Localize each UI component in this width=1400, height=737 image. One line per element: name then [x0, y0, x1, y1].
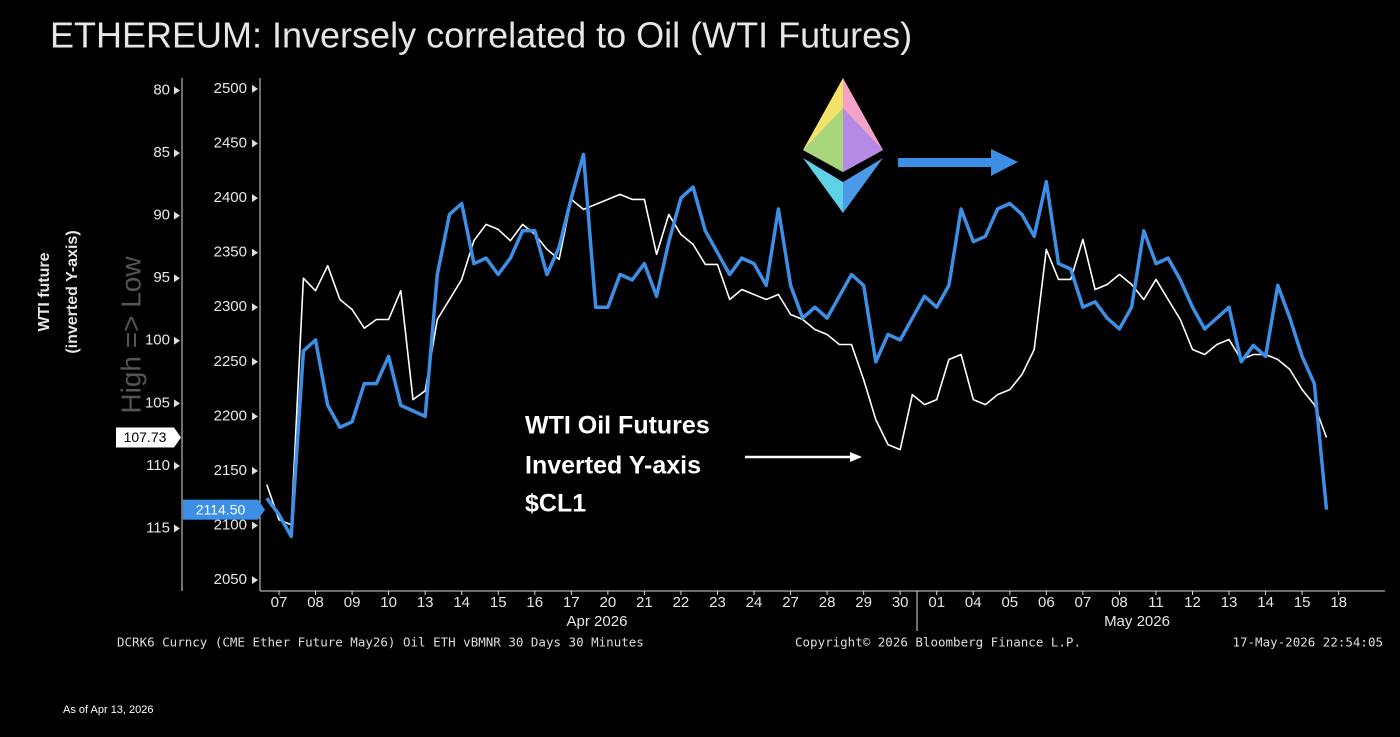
y2-tick-mark [174, 274, 180, 283]
y2-tick-mark [174, 461, 180, 470]
ethereum-logo [803, 78, 883, 213]
x-tick-label: 05 [1001, 594, 1018, 611]
blue-arrow [898, 149, 1018, 176]
y-tick-label: 2450 [214, 134, 247, 151]
last-value-label: 2114.50 [196, 501, 246, 517]
x-tick-label: 11 [1148, 594, 1164, 611]
y-tick-label: 2300 [214, 298, 247, 315]
y2-axis-title: (inverted Y-axis) [64, 230, 81, 353]
y-tick-mark [252, 521, 258, 530]
y2-axis-subtitle: High => Low [115, 256, 146, 414]
last-value-tag [116, 427, 174, 448]
y-tick-mark [252, 303, 258, 312]
footer-timestamp: 17-May-2026 22:54:05 [1232, 635, 1383, 650]
as-of-date: As of Apr 13, 2026 [63, 704, 154, 716]
annotation: WTI Oil Futures [525, 412, 710, 440]
series-line [265, 152, 1329, 539]
x-tick-label: 09 [344, 594, 361, 611]
x-tick-label: 15 [490, 594, 507, 611]
y2-tick-label: 95 [153, 269, 170, 286]
x-tick-label: 23 [709, 594, 726, 611]
x-tick-label: 18 [1330, 594, 1347, 611]
x-tick-label: 13 [417, 594, 434, 611]
y2-tick-label: 85 [153, 144, 170, 161]
x-tick-label: 17 [563, 594, 580, 611]
x-tick-label: 22 [673, 594, 690, 611]
annotation: $CL1 [525, 490, 586, 518]
x-tick-label: 30 [892, 594, 909, 611]
series-line [266, 193, 1328, 526]
y2-tick-label: 110 [146, 457, 170, 474]
x-tick-label: 01 [928, 594, 945, 611]
footer-copyright: Copyright© 2026 Bloomberg Finance L.P. [795, 635, 1081, 650]
annotation: Inverted Y-axis [525, 452, 701, 480]
y2-tick-mark [174, 524, 180, 533]
x-tick-label: 06 [1038, 594, 1055, 611]
y-tick-mark [252, 412, 258, 421]
y-tick-label: 2400 [214, 189, 247, 206]
y-tick-label: 2250 [214, 353, 247, 370]
y-tick-mark [252, 576, 258, 585]
y-tick-label: 2200 [214, 407, 247, 424]
x-tick-label: 14 [453, 594, 470, 611]
y-tick-mark [252, 248, 258, 257]
y2-tick-mark [174, 149, 180, 158]
y2-tick-label: 80 [153, 81, 170, 98]
last-value-tag-pointer [174, 427, 181, 448]
y2-tick-mark [174, 86, 180, 95]
x-tick-label: 12 [1184, 594, 1201, 611]
y-tick-label: 2150 [214, 462, 247, 479]
y2-tick-label: 100 [145, 332, 170, 349]
y2-tick-mark [174, 399, 180, 408]
x-tick-label: 24 [746, 594, 763, 611]
y-tick-label: 2050 [214, 571, 247, 588]
x-tick-label: 29 [855, 594, 872, 611]
y-tick-mark [252, 466, 258, 475]
chart-title: ETHEREUM: Inversely correlated to Oil (W… [50, 15, 912, 56]
annotation-arrow [745, 452, 862, 462]
y-tick-mark [252, 139, 258, 148]
y-tick-label: 2350 [214, 244, 247, 261]
x-tick-label: 04 [965, 594, 982, 611]
y2-tick-label: 90 [153, 207, 170, 224]
x-tick-label: 10 [380, 594, 397, 611]
footer-source: DCRK6 Curncy (CME Ether Future May26) Oi… [117, 635, 644, 650]
y2-tick-label: 105 [145, 394, 170, 411]
x-tick-label: 14 [1257, 594, 1274, 611]
x-tick-label: 13 [1221, 594, 1238, 611]
y-tick-label: 2100 [214, 516, 247, 533]
y2-tick-mark [174, 211, 180, 220]
x-tick-label: 08 [1111, 594, 1128, 611]
y2-axis-title: WTI future [36, 252, 53, 331]
y-tick-mark [252, 357, 258, 366]
x-tick-label: 21 [636, 594, 653, 611]
y-tick-mark [252, 84, 258, 93]
y-tick-label: 2500 [214, 80, 247, 97]
y2-tick-label: 115 [146, 519, 170, 536]
month-label: Apr 2026 [567, 613, 628, 630]
x-tick-label: 07 [1075, 594, 1092, 611]
x-tick-label: 16 [526, 594, 543, 611]
y-tick-mark [252, 194, 258, 203]
y2-tick-mark [174, 336, 180, 345]
x-tick-label: 28 [819, 594, 836, 611]
last-value-label: 107.73 [124, 429, 167, 445]
x-tick-label: 07 [271, 594, 288, 611]
last-value-tag [183, 499, 258, 520]
last-value-tag-pointer [258, 499, 265, 520]
month-label: May 2026 [1104, 613, 1170, 630]
x-tick-label: 08 [307, 594, 324, 611]
x-tick-label: 15 [1294, 594, 1311, 611]
x-tick-label: 27 [782, 594, 799, 611]
x-tick-label: 20 [600, 594, 617, 611]
